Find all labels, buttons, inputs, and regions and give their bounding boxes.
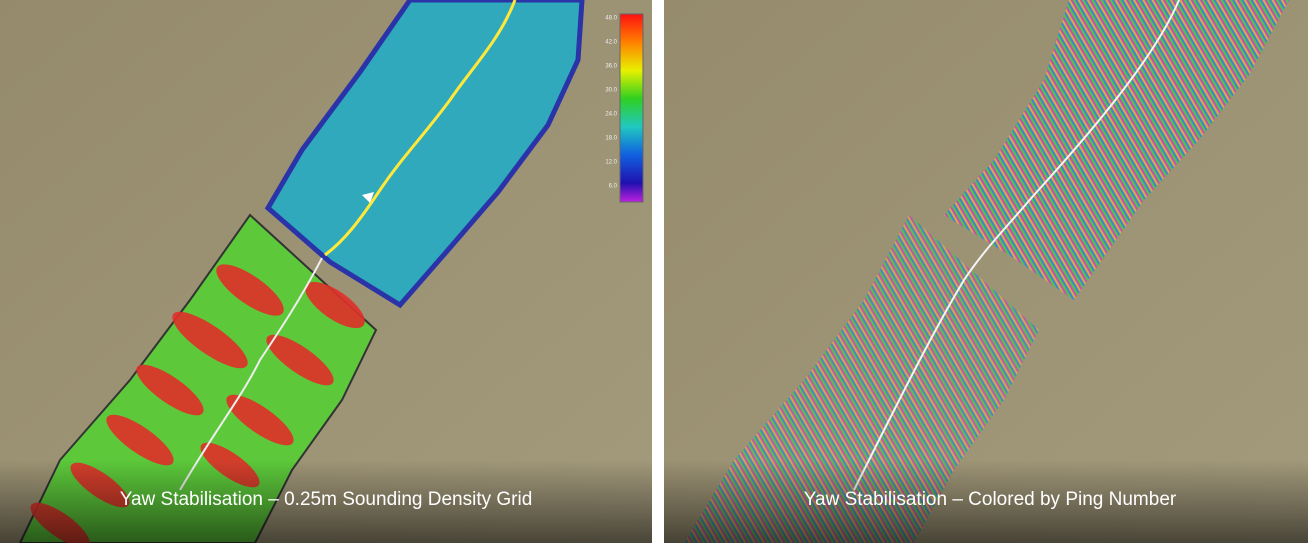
caption-shade [664, 460, 1308, 543]
track-arrow [362, 192, 374, 203]
colorbar-labels: 48.0 42.0 36.0 30.0 24.0 18.0 12.0 6.0 [605, 16, 617, 190]
colorbar-label: 24.0 [605, 112, 617, 118]
upper-swath [944, 0, 1289, 300]
ping-panel: Yaw Stabilisation – Colored by Ping Numb… [664, 0, 1308, 543]
track-line [324, 0, 517, 257]
colorbar [619, 13, 644, 203]
caption-shade [0, 460, 652, 543]
density-panel: 48.0 42.0 36.0 30.0 24.0 18.0 12.0 6.0 Yaw Stab… [0, 0, 652, 543]
colorbar-label: 48.0 [605, 16, 617, 22]
colorbar-label: 12.0 [605, 160, 617, 166]
track-line [853, 0, 1180, 491]
caption: Yaw Stabilisation – 0.25m Sounding Densi… [120, 489, 533, 510]
colorbar-label: 42.0 [605, 40, 617, 46]
colorbar-label: 18.0 [605, 136, 617, 142]
track-line [179, 257, 323, 491]
colorbar-label: 30.0 [605, 88, 617, 94]
caption: Yaw Stabilisation – Colored by Ping Numb… [804, 489, 1177, 510]
colorbar-label: 36.0 [605, 64, 617, 70]
upper-swath [264, 0, 585, 309]
colorbar-label: 6.0 [609, 184, 618, 190]
